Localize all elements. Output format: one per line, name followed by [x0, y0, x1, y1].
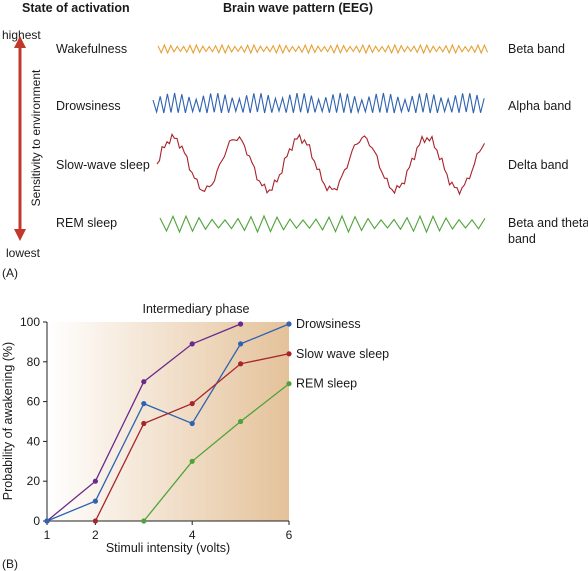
chart-axes: 0 20 40 60 80 100 1 2 4 6 [20, 315, 293, 542]
y-tick-label: 40 [27, 434, 41, 448]
y-tick-label: 20 [27, 474, 41, 488]
sensitivity-arrow [14, 36, 26, 241]
data-point [189, 400, 195, 407]
series-label-1: Drowsiness [296, 317, 361, 331]
data-point [238, 361, 244, 367]
data-point [92, 498, 98, 504]
state-rem-sleep: REM sleep [56, 216, 118, 230]
series-label-3: REM sleep [296, 377, 357, 391]
y-tick-label: 60 [27, 395, 41, 409]
eeg-header: Brain wave pattern (EEG) [223, 1, 374, 15]
y-tick-label: 80 [27, 355, 41, 369]
data-point [189, 341, 195, 347]
series-label-2: Slow wave sleep [296, 347, 389, 361]
wakefulness-eeg-wave [157, 43, 489, 55]
data-point [286, 381, 292, 387]
data-point [238, 341, 244, 347]
series-line-3 [143, 383, 290, 522]
intermediary-phase-label: Intermediary phase [142, 302, 249, 316]
slow-wave-sleep-eeg-wave [156, 133, 485, 196]
data-point [141, 518, 147, 524]
data-point [141, 379, 147, 385]
drowsiness-eeg-wave [152, 92, 485, 115]
band-rem-sleep-line1: Beta and theta [508, 216, 588, 230]
data-point [141, 420, 147, 427]
data-point [189, 420, 195, 427]
data-point [189, 458, 195, 464]
panel-b-label: (B) [2, 557, 18, 571]
chart-series-labels: Drowsiness Slow wave sleep REM sleep [296, 317, 389, 391]
data-point [286, 351, 292, 357]
x-tick-label: 4 [189, 528, 196, 542]
y-tick-label: 0 [33, 514, 40, 528]
axis-top-label: highest [2, 28, 41, 42]
y-axis-label: Probability of awakening (%) [1, 342, 15, 500]
data-point [238, 321, 244, 327]
chart-series [44, 321, 292, 524]
data-point [92, 518, 98, 524]
state-drowsiness: Drowsiness [56, 99, 121, 113]
x-tick-label: 2 [92, 528, 99, 542]
state-header: State of activation [22, 1, 130, 15]
data-point [286, 321, 292, 327]
rem-sleep-eeg-wave [159, 214, 486, 234]
axis-bottom-label: lowest [6, 246, 41, 260]
band-drowsiness: Alpha band [508, 99, 572, 113]
y-tick-label: 100 [20, 315, 40, 329]
data-point [92, 478, 98, 484]
band-slow-wave-sleep: Delta band [508, 158, 569, 172]
panel-a-graphics [14, 36, 489, 241]
band-rem-sleep-line2: band [508, 232, 536, 246]
panel-a-label: (A) [2, 266, 18, 280]
data-point [238, 418, 244, 425]
state-slow-wave-sleep: Slow-wave sleep [56, 158, 150, 172]
state-wakefulness: Wakefulness [56, 42, 128, 56]
band-wakefulness: Beta band [508, 42, 565, 56]
x-tick-label: 6 [286, 528, 293, 542]
x-axis-label: Stimuli intensity (volts) [106, 541, 230, 555]
awakening-chart: Intermediary phase 0 20 40 60 80 100 1 2 4 6 Drow… [1, 302, 389, 571]
x-tick-label: 1 [44, 528, 51, 542]
data-point [141, 400, 147, 407]
data-point [44, 518, 50, 524]
